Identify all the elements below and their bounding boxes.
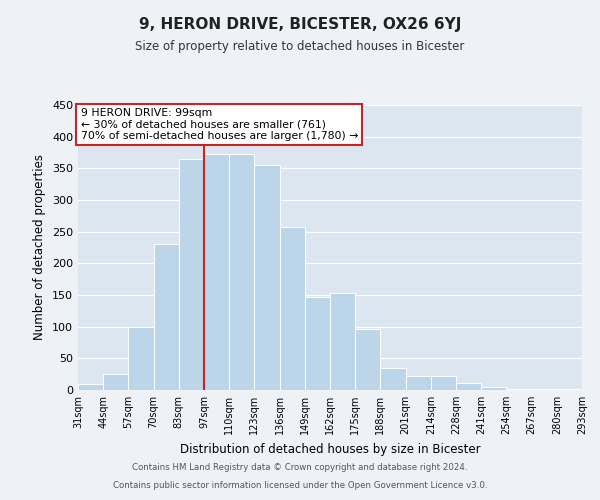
Bar	[305, 297, 330, 390]
X-axis label: Distribution of detached houses by size in Bicester: Distribution of detached houses by size …	[179, 442, 481, 456]
Bar	[179, 159, 204, 390]
Bar	[204, 154, 229, 390]
Bar	[431, 376, 456, 390]
Text: 9, HERON DRIVE, BICESTER, OX26 6YJ: 9, HERON DRIVE, BICESTER, OX26 6YJ	[139, 18, 461, 32]
Bar	[380, 368, 406, 390]
Bar	[481, 388, 506, 390]
Bar	[128, 326, 154, 390]
Bar	[506, 388, 532, 390]
Text: Contains public sector information licensed under the Open Government Licence v3: Contains public sector information licen…	[113, 481, 487, 490]
Bar	[355, 328, 380, 390]
Text: Contains HM Land Registry data © Crown copyright and database right 2024.: Contains HM Land Registry data © Crown c…	[132, 464, 468, 472]
Bar	[103, 374, 128, 390]
Bar	[280, 226, 305, 390]
Bar	[78, 384, 103, 390]
Text: 9 HERON DRIVE: 99sqm
← 30% of detached houses are smaller (761)
70% of semi-deta: 9 HERON DRIVE: 99sqm ← 30% of detached h…	[80, 108, 358, 141]
Bar	[254, 165, 280, 390]
Bar	[456, 383, 481, 390]
Bar	[330, 293, 355, 390]
Bar	[406, 376, 431, 390]
Bar	[229, 154, 254, 390]
Y-axis label: Number of detached properties: Number of detached properties	[34, 154, 46, 340]
Bar	[154, 244, 179, 390]
Text: Size of property relative to detached houses in Bicester: Size of property relative to detached ho…	[136, 40, 464, 53]
